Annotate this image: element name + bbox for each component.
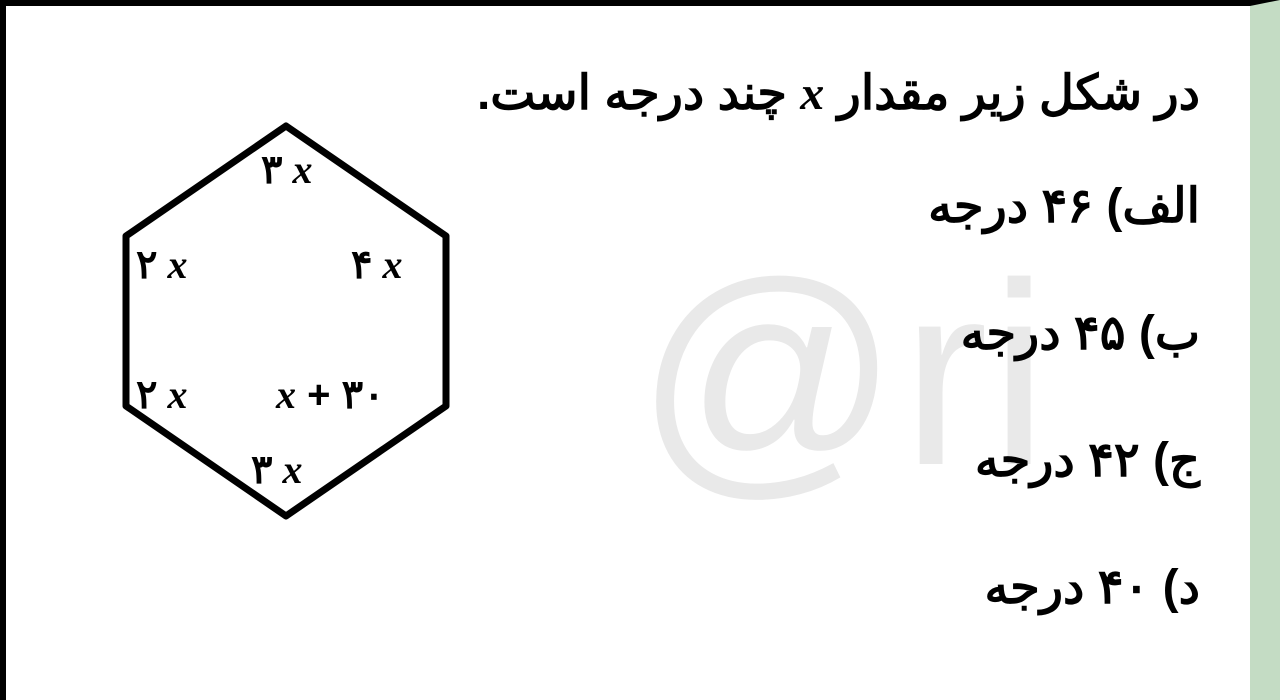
option-b-key: ب) xyxy=(1139,307,1200,360)
option-d: د) ۴۰ درجه xyxy=(6,554,1200,621)
option-b-value: ۴۵ درجه xyxy=(961,307,1126,360)
question-suffix: چند درجه است. xyxy=(477,67,800,120)
page-frame: @ri در شکل زیر مقدار x چند درجه است. الف… xyxy=(0,0,1280,700)
option-c-key: ج) xyxy=(1153,434,1200,487)
option-c-value: ۴۲ درجه xyxy=(975,434,1140,487)
hexagon-figure: ۳ x ۴ x x + ۳۰ ۳ x ۲ x ۲ x xyxy=(96,106,476,526)
option-d-key: د) xyxy=(1163,561,1200,614)
hexagon-angle-label: ۲ x xyxy=(136,371,187,418)
question-variable: x xyxy=(800,67,824,120)
hexagon-angle-label: ۳ x xyxy=(261,146,312,193)
option-a-value: ۴۶ درجه xyxy=(928,180,1093,233)
option-d-value: ۴۰ درجه xyxy=(984,561,1149,614)
hexagon-angle-label: x + ۳۰ xyxy=(276,371,385,418)
question-prefix: در شکل زیر مقدار xyxy=(824,67,1200,120)
hexagon-angle-label: ۴ x xyxy=(351,241,402,288)
hexagon-angle-label: ۳ x xyxy=(251,446,302,493)
option-a-key: الف) xyxy=(1106,180,1200,233)
hexagon-angle-label: ۲ x xyxy=(136,241,187,288)
